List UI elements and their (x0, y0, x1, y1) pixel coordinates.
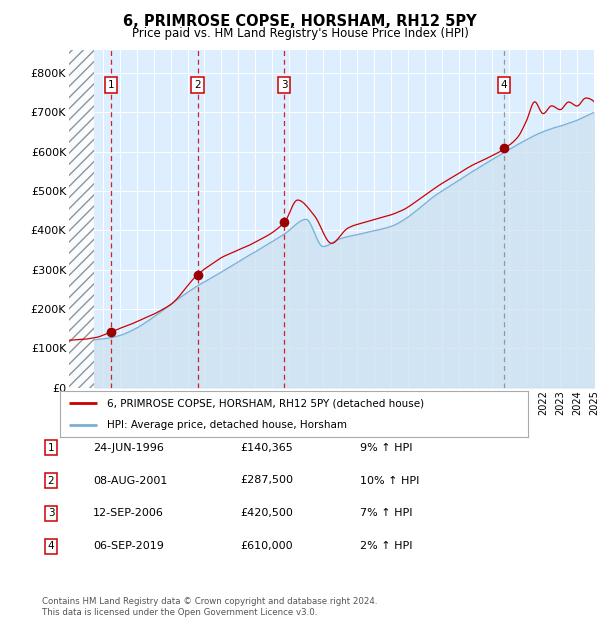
Text: 9% ↑ HPI: 9% ↑ HPI (360, 443, 413, 453)
Text: £420,500: £420,500 (240, 508, 293, 518)
Text: 4: 4 (47, 541, 55, 551)
Text: 24-JUN-1996: 24-JUN-1996 (93, 443, 164, 453)
Text: 3: 3 (281, 80, 287, 90)
Text: 10% ↑ HPI: 10% ↑ HPI (360, 476, 419, 485)
Text: £610,000: £610,000 (240, 541, 293, 551)
Text: 7% ↑ HPI: 7% ↑ HPI (360, 508, 413, 518)
Text: 4: 4 (500, 80, 507, 90)
Text: Contains HM Land Registry data © Crown copyright and database right 2024.
This d: Contains HM Land Registry data © Crown c… (42, 598, 377, 617)
Text: £140,365: £140,365 (240, 443, 293, 453)
Text: 1: 1 (107, 80, 115, 90)
Text: 2: 2 (47, 476, 55, 485)
Text: 6, PRIMROSE COPSE, HORSHAM, RH12 5PY (detached house): 6, PRIMROSE COPSE, HORSHAM, RH12 5PY (de… (107, 398, 424, 408)
Text: 1: 1 (47, 443, 55, 453)
Text: 2% ↑ HPI: 2% ↑ HPI (360, 541, 413, 551)
Text: £287,500: £287,500 (240, 476, 293, 485)
Text: 06-SEP-2019: 06-SEP-2019 (93, 541, 164, 551)
Text: 2: 2 (194, 80, 201, 90)
Bar (69, 50, 94, 388)
Text: HPI: Average price, detached house, Horsham: HPI: Average price, detached house, Hors… (107, 420, 347, 430)
Text: Price paid vs. HM Land Registry's House Price Index (HPI): Price paid vs. HM Land Registry's House … (131, 27, 469, 40)
Text: 08-AUG-2001: 08-AUG-2001 (93, 476, 167, 485)
Text: 6, PRIMROSE COPSE, HORSHAM, RH12 5PY: 6, PRIMROSE COPSE, HORSHAM, RH12 5PY (123, 14, 477, 29)
Text: 12-SEP-2006: 12-SEP-2006 (93, 508, 164, 518)
Text: 3: 3 (47, 508, 55, 518)
